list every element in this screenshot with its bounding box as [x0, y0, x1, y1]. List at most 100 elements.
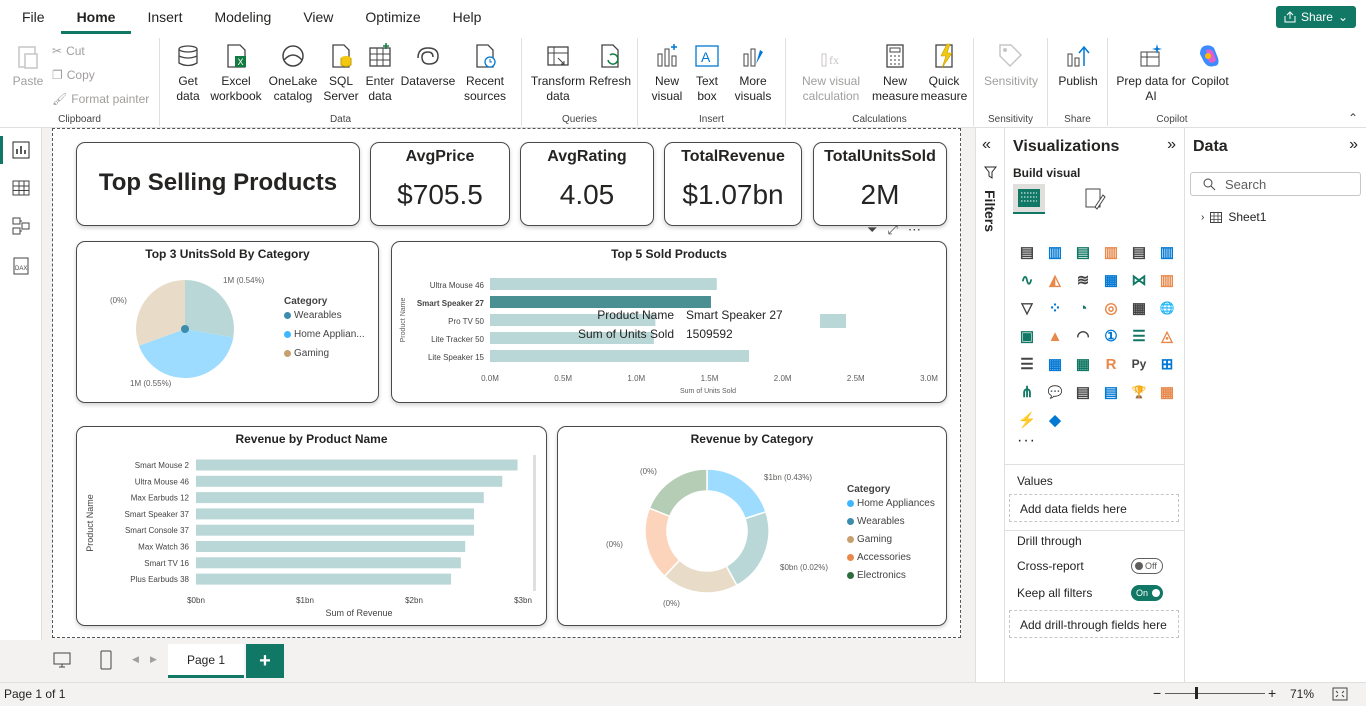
matrix-visual-icon[interactable]: ▦ [1075, 356, 1091, 373]
legend-item[interactable]: Electronics [847, 570, 935, 581]
keep-filters-toggle[interactable]: On [1131, 585, 1163, 601]
menu-file[interactable]: File [22, 9, 45, 25]
key-influencers-visual-icon[interactable]: ⊞ [1160, 356, 1174, 373]
prep-data-for-ai-button[interactable]: Prep data for AI [1114, 42, 1188, 104]
legend-item[interactable]: Gaming [847, 534, 935, 545]
legend-item[interactable]: Home Appliances [847, 498, 935, 509]
collapse-viz-icon[interactable]: » [1167, 136, 1176, 153]
legend-item[interactable]: Home Applian... [284, 329, 365, 340]
format-painter-button[interactable]: 🖌 Format painter [52, 92, 150, 106]
waterfall-visual-icon[interactable]: ▥ [1159, 272, 1175, 289]
dax-query-view-icon[interactable]: DAX [11, 256, 31, 276]
share-button[interactable]: Share ⌄ [1276, 6, 1356, 28]
cross-report-toggle[interactable]: Off [1131, 558, 1163, 574]
expand-filters-icon[interactable]: « [982, 136, 991, 153]
100-bar-visual-icon[interactable]: ▤ [1131, 244, 1147, 261]
menu-insert[interactable]: Insert [147, 9, 183, 25]
quick-measure-button[interactable]: Quick measure [920, 42, 968, 104]
clustered-bar-visual-icon[interactable]: ▤ [1075, 244, 1091, 261]
smart-narrative-visual-icon[interactable]: ▤ [1075, 384, 1091, 401]
r-visual-visual-icon[interactable]: R [1105, 355, 1117, 373]
collapse-ribbon-icon[interactable]: ⌃ [1347, 111, 1358, 125]
stacked-column-visual-icon[interactable]: ▥ [1047, 244, 1063, 261]
menu-help[interactable]: Help [452, 9, 482, 25]
donut-visual-icon[interactable]: ◎ [1104, 300, 1118, 317]
new-visual-calculation-button[interactable]: fx New visual calculation [794, 42, 868, 104]
qa-visual-icon[interactable]: 💬 [1047, 385, 1063, 399]
menu-optimize[interactable]: Optimize [365, 9, 421, 25]
stacked-area-visual-icon[interactable]: ≋ [1076, 272, 1090, 289]
kpi-visual-icon[interactable]: ◬ [1161, 328, 1173, 345]
scroll-left-icon[interactable]: ◀ [132, 654, 139, 664]
desktop-layout-icon[interactable] [52, 650, 72, 670]
zoom-out-button[interactable]: − [1153, 685, 1162, 701]
sql-server-button[interactable]: SQL Server [320, 42, 362, 104]
model-view-icon[interactable] [11, 216, 31, 236]
excel-workbook-button[interactable]: X Excel workbook [208, 42, 264, 104]
zoom-in-button[interactable]: + [1268, 685, 1277, 701]
menu-view[interactable]: View [303, 9, 334, 25]
get-data-button[interactable]: Get data [168, 42, 208, 104]
more-options-icon[interactable]: ⋯ [907, 222, 921, 237]
azure-map-visual-icon[interactable]: ▲ [1047, 327, 1063, 345]
publish-button[interactable]: Publish [1054, 42, 1102, 89]
format-visual-tab[interactable] [1079, 184, 1111, 214]
table-view-icon[interactable] [11, 178, 31, 198]
scroll-right-icon[interactable]: ▶ [150, 654, 157, 664]
fit-to-page-icon[interactable] [1332, 687, 1348, 701]
line-visual-icon[interactable]: ∿ [1020, 272, 1034, 289]
copy-button[interactable]: ❐ Copy [52, 68, 95, 82]
metrics-visual-icon[interactable]: 🏆 [1131, 385, 1147, 399]
totalunits-card[interactable]: TotalUnitsSold 2M [813, 142, 947, 226]
decomposition-tree-visual-icon[interactable]: ⋔ [1020, 384, 1034, 401]
mobile-layout-icon[interactable] [98, 650, 114, 670]
map-visual-icon[interactable]: 🌐 [1159, 301, 1175, 315]
funnel-visual-icon[interactable]: ▽ [1021, 300, 1033, 317]
new-visual-button[interactable]: New visual [646, 42, 688, 104]
zoom-slider-thumb[interactable] [1195, 687, 1198, 699]
report-view-icon[interactable] [11, 140, 31, 160]
stacked-bar-visual-icon[interactable]: ▤ [1019, 244, 1035, 261]
slicer-visual-icon[interactable]: ☰ [1020, 356, 1034, 373]
card-visual-icon[interactable]: ① [1104, 328, 1118, 345]
focus-mode-icon[interactable]: ⤢ [887, 222, 898, 237]
more-visuals-icon[interactable]: ··· [1017, 432, 1036, 449]
legend-item[interactable]: Wearables [284, 310, 365, 321]
revenue-by-category-card[interactable]: Revenue by Category (0%) $1bn (0.43%) (0… [557, 426, 947, 626]
add-page-button[interactable]: + [246, 644, 284, 678]
more-visuals-button[interactable]: More visuals [728, 42, 778, 104]
filter-icon[interactable]: ⏷ [867, 222, 878, 237]
copilot-button[interactable]: Copilot [1188, 42, 1232, 89]
legend-item[interactable]: Gaming [284, 348, 365, 359]
onelake-catalog-button[interactable]: OneLake catalog [266, 42, 320, 104]
power-automate-visual-icon[interactable]: ⚡ [1017, 412, 1037, 429]
kpi-trophy-visual-icon[interactable]: ◆ [1049, 412, 1061, 429]
filled-map-visual-icon[interactable]: ▣ [1019, 328, 1035, 345]
table-sheet1[interactable]: › Sheet1 [1201, 210, 1267, 224]
area-visual-icon[interactable]: ◭ [1049, 272, 1061, 289]
revenue-by-product-card[interactable]: Revenue by Product Name Product Name Smar… [76, 426, 547, 626]
treemap-visual-icon[interactable]: ▦ [1131, 300, 1147, 317]
clustered-column-visual-icon[interactable]: ▥ [1103, 244, 1119, 261]
refresh-button[interactable]: Refresh [588, 42, 632, 89]
scatter-visual-icon[interactable]: ⁘ [1048, 300, 1062, 317]
menu-modeling[interactable]: Modeling [214, 9, 272, 25]
transform-data-button[interactable]: Transform data [530, 42, 586, 104]
power-apps-visual-icon[interactable]: ▦ [1159, 384, 1175, 401]
paste-button[interactable]: Paste [10, 42, 46, 89]
line-column-visual-icon[interactable]: ▦ [1103, 272, 1119, 289]
gauge-visual-icon[interactable]: ◠ [1076, 328, 1090, 345]
data-search-input[interactable]: Search [1190, 172, 1361, 196]
collapse-data-icon[interactable]: » [1349, 136, 1358, 153]
title-card[interactable]: Top Selling Products [76, 142, 360, 226]
enter-data-button[interactable]: Enter data [362, 42, 398, 104]
ribbon-visual-icon[interactable]: ⋈ [1131, 272, 1147, 289]
table-visual-icon[interactable]: ▦ [1047, 356, 1063, 373]
values-drop-zone[interactable]: Add data fields here [1009, 494, 1179, 522]
units-by-category-card[interactable]: Top 3 UnitsSold By Category 1M (0.54%) (… [76, 241, 379, 403]
top5-products-card[interactable]: Top 5 Sold Products Product Name Ultra Mo… [391, 241, 947, 403]
100-column-visual-icon[interactable]: ▥ [1159, 244, 1175, 261]
dataverse-button[interactable]: Dataverse [400, 42, 456, 89]
legend-item[interactable]: Accessories [847, 552, 935, 563]
menu-home[interactable]: Home [60, 0, 132, 34]
